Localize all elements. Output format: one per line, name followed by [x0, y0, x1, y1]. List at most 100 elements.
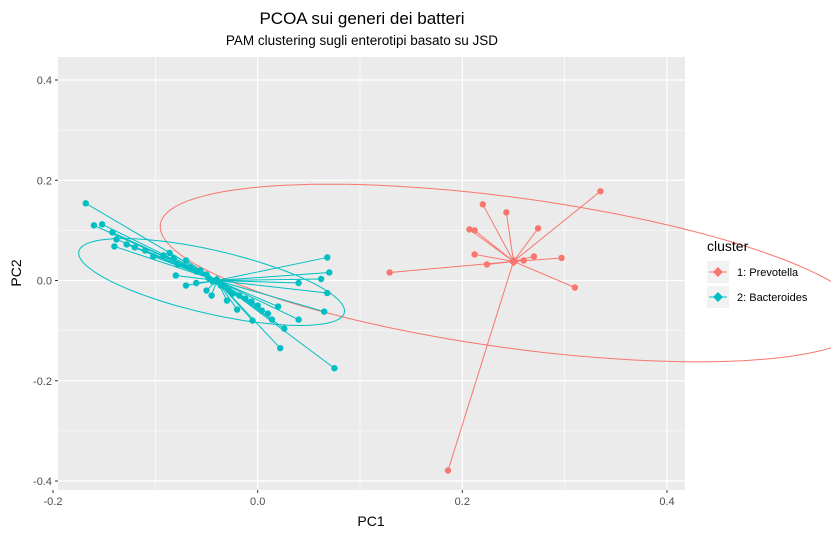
data-point	[471, 227, 478, 234]
data-point	[276, 344, 284, 352]
data-point	[317, 275, 325, 283]
data-point	[229, 290, 237, 297]
data-point	[160, 252, 167, 259]
data-point	[274, 303, 282, 310]
x-tick-label: 0.0	[250, 496, 265, 508]
centroid-spoke	[474, 253, 514, 262]
data-point	[483, 261, 491, 268]
y-axis-ticks: -0.4 -0.2 0.0 0.2 0.4	[33, 75, 58, 488]
centroid-spoke	[216, 278, 322, 281]
legend-title: cluster	[707, 238, 749, 254]
centroid-spoke	[389, 260, 514, 273]
data-point	[182, 282, 190, 289]
data-point	[258, 307, 265, 314]
data-point	[221, 283, 229, 290]
data-point	[123, 241, 130, 248]
y-tick-label: 0.0	[37, 276, 52, 288]
centroid-spoke	[513, 260, 576, 288]
data-point	[597, 188, 604, 195]
y-tick-label: -0.2	[33, 376, 52, 388]
data-point	[320, 308, 328, 315]
data-point	[208, 292, 215, 299]
data-point	[236, 292, 243, 299]
data-point	[98, 221, 106, 228]
data-point	[131, 244, 139, 251]
data-point	[326, 269, 333, 276]
data-point	[558, 254, 565, 262]
x-tick-label: 0.4	[659, 496, 674, 508]
legend-key-diamond	[713, 292, 723, 302]
centroid-marker	[508, 256, 519, 267]
y-tick-label: 0.2	[37, 175, 52, 187]
data-point	[444, 467, 452, 474]
centroid-spoke	[216, 280, 328, 294]
data-point	[479, 201, 486, 208]
data-point	[503, 209, 510, 216]
data-point	[90, 222, 98, 229]
data-point	[254, 302, 261, 309]
data-point	[113, 236, 120, 243]
centroid-spoke	[513, 190, 601, 262]
centroid-spoke	[216, 256, 328, 281]
data-point	[331, 365, 338, 372]
y-tick-label: -0.4	[33, 476, 52, 488]
centroid-spoke	[513, 228, 539, 262]
centroid-spoke	[482, 204, 514, 262]
data-point	[223, 297, 231, 304]
legend-label: 2: Bacteroides	[737, 292, 808, 304]
data-point	[82, 200, 89, 207]
plot-panel	[58, 57, 685, 490]
data-point	[281, 325, 288, 332]
data-point	[295, 279, 302, 287]
data-point	[248, 298, 255, 305]
centroid-spoke	[447, 261, 514, 471]
data-point	[268, 316, 276, 323]
cluster-ellipse-1	[159, 183, 831, 363]
data-point	[197, 267, 204, 274]
x-tick-label: 0.2	[455, 496, 470, 508]
legend-label: 1: Prevotella	[737, 267, 799, 279]
legend-key-diamond	[713, 267, 723, 277]
centroid-spoke	[114, 245, 217, 281]
data-point	[466, 226, 473, 233]
data-point	[386, 269, 393, 276]
y-tick-label: 0.4	[37, 75, 52, 87]
data-point	[249, 317, 256, 324]
grid-lines	[58, 57, 685, 490]
data-point	[186, 264, 194, 271]
data-point	[571, 284, 579, 291]
data-point	[111, 243, 118, 250]
centroid-spoke	[216, 280, 299, 321]
centroid-marker	[211, 275, 222, 286]
y-axis-label: PC2	[8, 259, 24, 286]
x-axis-ticks: -0.2 0.0 0.2 0.4	[44, 490, 675, 508]
data-point	[182, 257, 190, 264]
data-point	[295, 316, 302, 323]
data-point	[324, 289, 331, 297]
data-point	[203, 287, 210, 294]
data-point	[174, 261, 182, 268]
data-point	[324, 254, 331, 261]
x-tick-label: -0.2	[44, 496, 63, 508]
centroid-spoke	[474, 229, 514, 262]
data-point	[166, 249, 173, 257]
data-point	[234, 306, 241, 313]
centroid-spoke	[216, 271, 330, 281]
data-point	[534, 225, 542, 232]
data-point	[530, 253, 538, 260]
data-point	[109, 229, 116, 236]
data-points	[82, 188, 604, 474]
centroid-spoke	[505, 212, 514, 262]
x-axis-label: PC1	[357, 513, 384, 529]
chart-subtitle: PAM clustering sugli enterotipi basato s…	[226, 33, 498, 48]
data-point	[471, 251, 478, 258]
data-point	[242, 295, 249, 302]
data-point	[172, 272, 179, 279]
data-point	[141, 247, 149, 254]
data-point	[150, 253, 157, 260]
data-point	[520, 257, 527, 264]
data-point	[170, 254, 177, 262]
legend: cluster 1: Prevotella 2: Bacteroides	[707, 238, 808, 308]
data-point	[193, 279, 200, 287]
